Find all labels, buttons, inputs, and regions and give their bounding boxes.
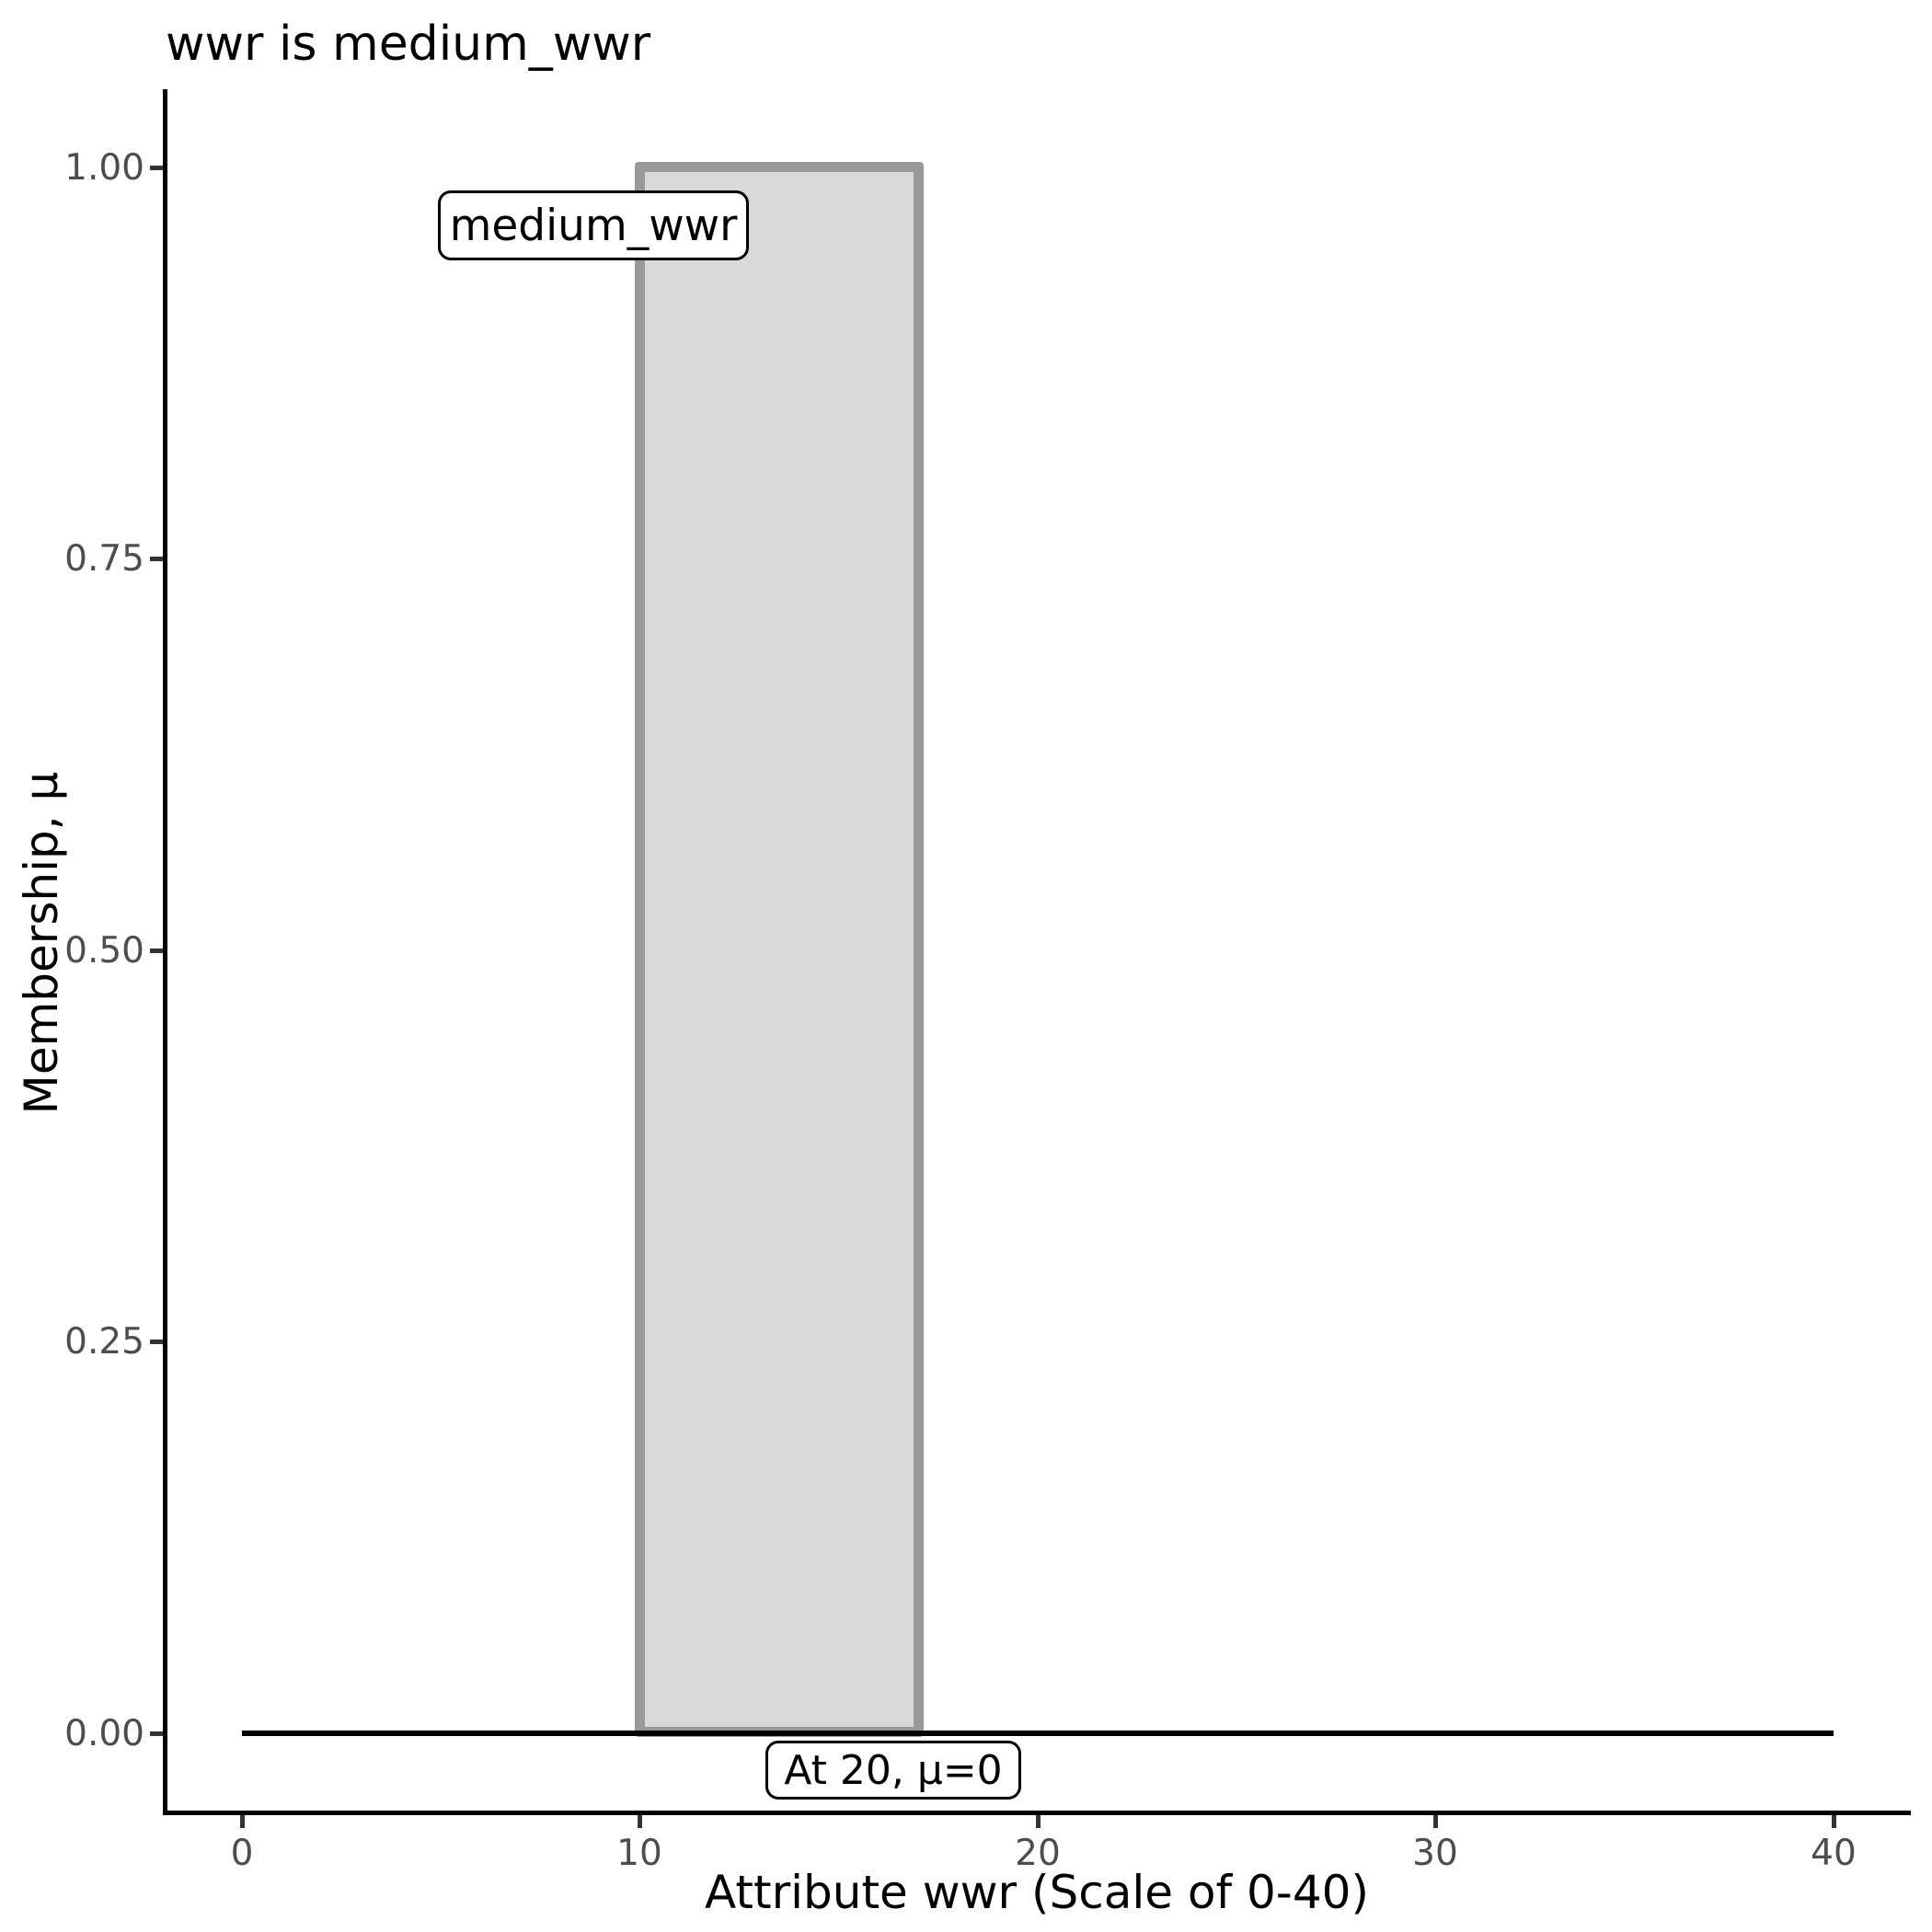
annotation-at-20-mu-0: At 20, μ=0 — [765, 1741, 1021, 1800]
y-axis-title: Membership, μ — [15, 771, 68, 1115]
y-tick-mark-0.50 — [150, 949, 163, 953]
x-tick-mark-10 — [638, 1815, 642, 1828]
x-tick-mark-40 — [1832, 1815, 1836, 1828]
x-axis-title: Attribute wwr (Scale of 0-40) — [705, 1866, 1369, 1919]
y-tick-label: 0.00 — [64, 1713, 144, 1754]
x-tick-label: 20 — [1015, 1833, 1061, 1874]
x-axis-line — [163, 1811, 1911, 1815]
annotation-at-20-mu-0-text: At 20, μ=0 — [784, 1746, 1003, 1794]
y-tick-label: 1.00 — [64, 147, 144, 189]
x-tick-label: 0 — [230, 1833, 254, 1874]
y-tick-label: 0.75 — [64, 538, 144, 580]
x-tick-label: 40 — [1811, 1833, 1857, 1874]
zero-membership-baseline — [242, 1731, 1834, 1736]
y-tick-mark-0.00 — [150, 1731, 163, 1736]
y-tick-mark-0.25 — [150, 1340, 163, 1344]
x-tick-mark-30 — [1433, 1815, 1438, 1828]
x-tick-label: 30 — [1412, 1833, 1458, 1874]
chart-title: wwr is medium_wwr — [166, 17, 651, 72]
annotation-medium-wwr: medium_wwr — [438, 190, 749, 260]
x-tick-mark-20 — [1036, 1815, 1041, 1828]
x-tick-mark-0 — [240, 1815, 245, 1828]
y-axis-line — [163, 89, 167, 1815]
annotation-medium-wwr-text: medium_wwr — [449, 200, 738, 251]
y-tick-label: 0.25 — [64, 1321, 144, 1363]
y-tick-label: 0.50 — [64, 930, 144, 972]
membership-trapezoid — [635, 162, 924, 1737]
y-tick-mark-0.75 — [150, 557, 163, 561]
x-tick-label: 10 — [616, 1833, 662, 1874]
y-tick-mark-1.00 — [150, 166, 163, 170]
